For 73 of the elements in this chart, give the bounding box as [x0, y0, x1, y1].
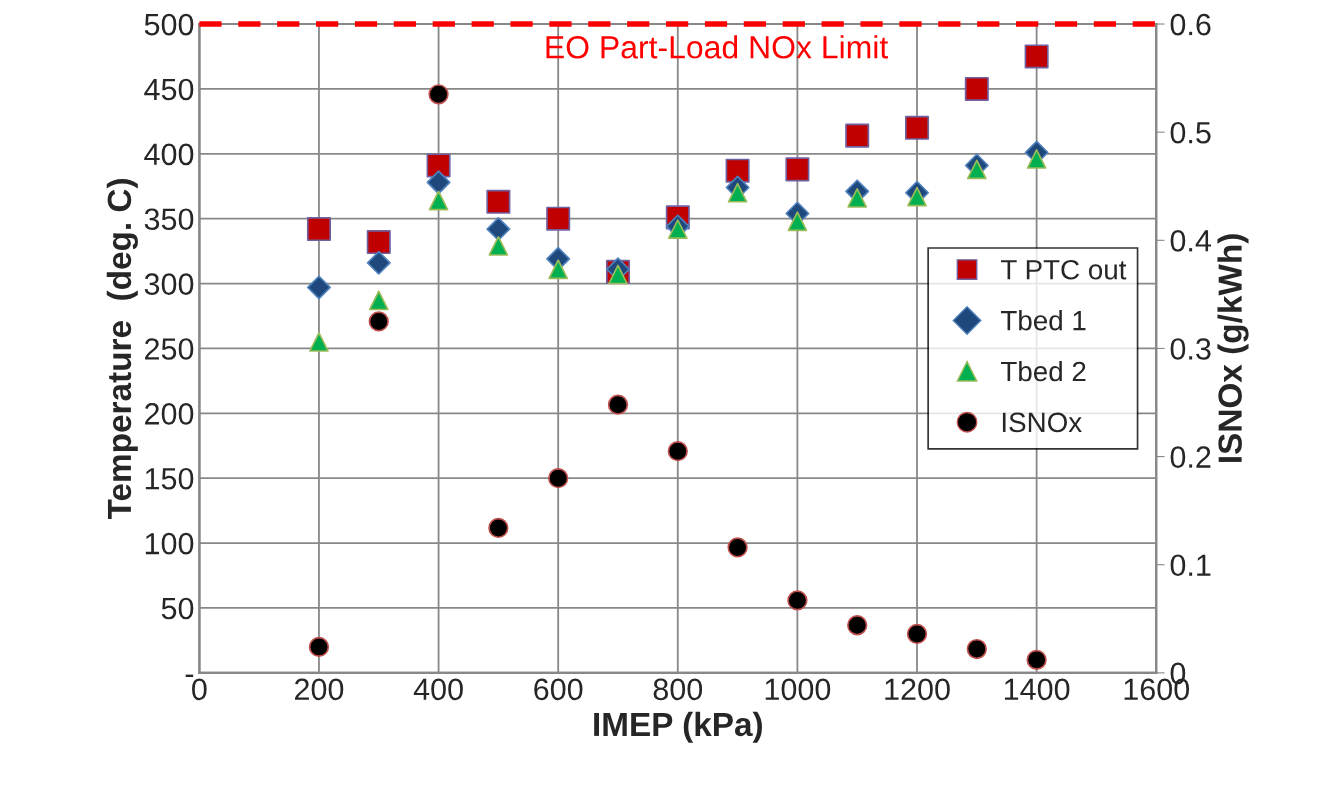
y-tick-label: 150: [145, 467, 194, 490]
x-tick-label: 400: [413, 678, 463, 701]
point: [308, 636, 330, 658]
point: [546, 206, 571, 231]
point: [548, 468, 569, 489]
point: [787, 211, 808, 232]
point: [366, 250, 391, 275]
point: [306, 217, 331, 242]
legend-label: Tbed 2: [1000, 360, 1086, 382]
point: [667, 441, 688, 462]
point: [309, 332, 329, 352]
x-tick-label: 800: [653, 678, 703, 701]
point: [607, 394, 629, 415]
point: [1026, 149, 1047, 169]
x-tick-label: 1000: [765, 678, 831, 701]
x-tick-label: 200: [295, 678, 344, 701]
y2-axis-title: ISNOx (g/kWh): [1217, 234, 1249, 462]
point: [906, 623, 928, 645]
point: [907, 186, 927, 207]
point: [904, 115, 930, 140]
y-tick-label: 350: [144, 208, 194, 231]
y2-tick-label: 0.3: [1170, 338, 1211, 360]
point: [847, 615, 868, 636]
point: [1026, 649, 1047, 671]
point: [966, 638, 987, 660]
x-tick-label: 0: [192, 678, 207, 701]
y-axis-title: Temperature (deg. C): [106, 179, 138, 520]
y-tick-label: -: [185, 674, 194, 677]
point: [845, 123, 870, 148]
point: [488, 236, 509, 256]
point: [787, 590, 808, 611]
legend-label: ISNOx: [1002, 412, 1082, 433]
point: [428, 84, 449, 105]
y2-tick-label: 0.6: [1170, 13, 1211, 36]
point: [785, 157, 810, 182]
y2-tick-label: 0.5: [1170, 121, 1211, 144]
x-tick-label: 1200: [885, 678, 950, 701]
legend-label: T PTC out: [1000, 259, 1127, 280]
x-axis-title: IMEP (kPa): [594, 711, 762, 743]
point: [667, 219, 688, 239]
point: [727, 182, 748, 203]
point: [368, 290, 389, 311]
ref-line-label: EO Part-Load NOx Limit: [546, 35, 889, 59]
y-tick-label: 400: [144, 143, 194, 166]
point: [847, 188, 868, 208]
point: [1024, 44, 1049, 69]
y2-tick-label: 0.2: [1170, 446, 1211, 468]
point: [727, 537, 748, 558]
x-tick-label: 600: [534, 678, 583, 701]
y-tick-label: 200: [145, 403, 194, 425]
point: [306, 275, 331, 300]
point: [548, 259, 569, 280]
y-tick-label: 100: [145, 532, 194, 555]
point: [428, 190, 449, 211]
point: [426, 153, 451, 178]
point: [608, 264, 628, 285]
y-tick-label: 50: [161, 597, 194, 620]
y-tick-label: 500: [144, 13, 194, 36]
y2-tick-label: 0.4: [1170, 230, 1212, 252]
point: [486, 189, 511, 214]
point: [486, 217, 511, 242]
point: [488, 517, 509, 539]
y2-tick-label: 0.1: [1170, 554, 1211, 577]
point: [964, 76, 989, 101]
y-tick-label: 450: [144, 78, 194, 101]
point: [426, 170, 451, 195]
point: [966, 159, 987, 180]
point: [366, 229, 391, 255]
y-tick-label: 250: [145, 338, 194, 360]
point: [368, 311, 389, 332]
legend-label: Tbed 1: [1000, 310, 1086, 331]
y-tick-label: 300: [144, 273, 194, 295]
x-tick-label: 1400: [1004, 678, 1070, 701]
